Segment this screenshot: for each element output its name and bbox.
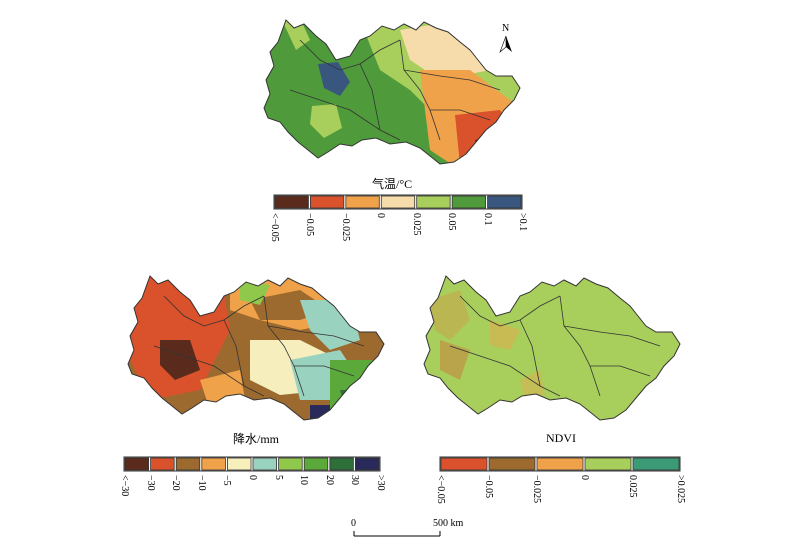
precipitation-legend-tick-10: >30 — [375, 475, 386, 491]
ndvi-legend-swatch-3 — [584, 457, 632, 471]
precipitation-legend-swatch-1 — [150, 457, 175, 471]
temperature-legend-tick-1: −0.05 — [304, 213, 316, 237]
precipitation-legend-swatch-5 — [252, 457, 278, 471]
precipitation-legend-frame — [123, 456, 381, 472]
ndvi-legend-title: NDVI — [546, 431, 576, 445]
temperature-legend-swatch-4 — [416, 195, 451, 209]
precipitation-legend-tick-7: 10 — [298, 475, 310, 485]
precipitation-map — [127, 275, 385, 421]
temperature-legend — [273, 194, 523, 210]
precipitation-legend-tick-6: 5 — [272, 475, 284, 480]
precipitation-legend-tick-9: 30 — [349, 475, 361, 485]
precipitation-legend-tick-2: −20 — [170, 475, 182, 491]
scale-bar-end-label: 500 km — [433, 518, 464, 529]
temperature-legend-swatch-5 — [451, 195, 486, 209]
precipitation-legend-tick-1: −30 — [144, 475, 156, 491]
temperature-legend-swatch-2 — [345, 195, 380, 209]
temperature-legend-tick-5: 0.05 — [446, 213, 458, 231]
precipitation-legend-tick-8: 20 — [323, 475, 335, 485]
precipitation-legend-tick-5: 0 — [247, 475, 258, 480]
precipitation-legend-swatch-6 — [278, 457, 303, 471]
precipitation-legend-tick-4: −5 — [221, 475, 233, 486]
ndvi-legend-swatch-0 — [440, 457, 488, 471]
temperature-legend-tick-4: 0.025 — [410, 213, 422, 236]
ndvi-legend — [439, 456, 681, 472]
scale-bar — [353, 531, 441, 537]
ndvi-legend-frame — [439, 456, 681, 472]
ndvi-map — [423, 275, 681, 421]
precipitation-legend-swatch-8 — [329, 457, 354, 471]
precipitation-legend-swatch-0 — [124, 457, 150, 471]
temperature-legend-swatch-0 — [274, 195, 309, 209]
temperature-legend-tick-2: −0.025 — [339, 213, 351, 242]
temperature-legend-tick-3: 0 — [375, 213, 387, 218]
ndvi-legend-tick-5: >0.025 — [675, 475, 686, 504]
precipitation-legend-title: 降水/mm — [233, 432, 280, 446]
ndvi-legend-tick-2: −0.025 — [531, 475, 542, 504]
north-arrow-icon — [499, 35, 512, 53]
temperature-legend-tick-6: 0.1 — [481, 213, 493, 226]
ndvi-legend-tick-4: 0.025 — [627, 475, 638, 498]
temperature-legend-tick-7: >0.1 — [517, 213, 528, 232]
ndvi-legend-swatch-4 — [632, 457, 680, 471]
precipitation-legend-swatch-2 — [175, 457, 201, 471]
ndvi-legend-tick-3: 0 — [579, 475, 590, 480]
precipitation-legend-tick-0: <−30 — [119, 475, 130, 497]
precipitation-legend-swatch-3 — [201, 457, 226, 471]
temperature-legend-tick-0: <−0.05 — [269, 213, 280, 242]
temperature-legend-swatch-6 — [487, 195, 522, 209]
temperature-legend-frame — [273, 194, 523, 210]
temperature-legend-swatch-1 — [310, 195, 345, 209]
ndvi-legend-swatch-2 — [536, 457, 584, 471]
temperature-legend-swatch-3 — [380, 195, 416, 209]
precipitation-legend-swatch-4 — [226, 457, 252, 471]
ndvi-legend-swatch-1 — [488, 457, 536, 471]
ndvi-legend-tick-1: −0.05 — [483, 475, 494, 499]
scale-bar-start-label: 0 — [351, 518, 356, 529]
temperature-legend-title: 气温/°C — [372, 177, 413, 191]
precipitation-legend-swatch-7 — [303, 457, 329, 471]
ndvi-legend-tick-0: <−0.05 — [435, 475, 446, 504]
north-arrow-label: N — [502, 23, 510, 34]
precipitation-legend-tick-3: −10 — [195, 475, 207, 491]
precipitation-legend-swatch-9 — [354, 457, 380, 471]
precipitation-legend — [123, 456, 381, 472]
